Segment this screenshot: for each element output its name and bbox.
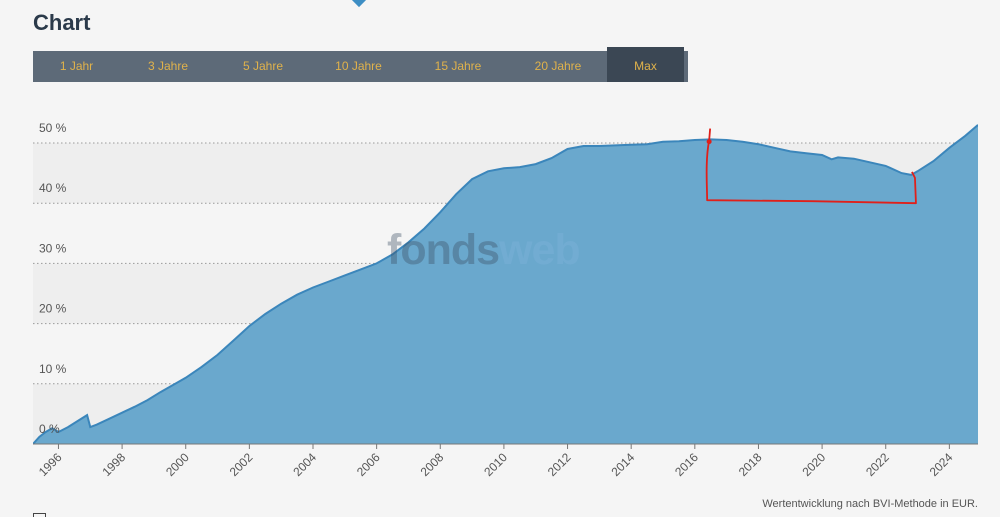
x-tick-label: 1998 xyxy=(99,450,128,479)
x-tick-label: 2024 xyxy=(927,450,956,479)
page-title: Chart xyxy=(33,10,91,35)
x-tick-label: 2020 xyxy=(799,450,828,479)
tab-5-jahre[interactable]: 5 Jahre xyxy=(242,59,284,73)
x-tick-label: 2022 xyxy=(863,450,892,479)
annotation-bracket xyxy=(705,128,917,205)
x-tick-label: 2006 xyxy=(354,450,383,479)
y-tick-label: 50 % xyxy=(39,121,67,135)
tab-max[interactable]: Max xyxy=(607,47,684,82)
y-tick-label: 20 % xyxy=(39,302,67,316)
range-tabs: 1 Jahr 3 Jahre 5 Jahre 10 Jahre 15 Jahre 20 J… xyxy=(33,47,688,82)
x-tick-label: 2016 xyxy=(672,450,701,479)
y-tick-label: 0 % xyxy=(39,422,60,436)
y-tick-label: 30 % xyxy=(39,241,67,255)
x-tick-label: 2004 xyxy=(290,450,319,479)
series-line xyxy=(33,124,978,445)
x-tick-label: 2002 xyxy=(227,450,256,479)
x-tick-label: 2014 xyxy=(609,450,638,479)
watermark-part1: fonds xyxy=(387,226,500,274)
checkbox-icon[interactable] xyxy=(33,513,46,517)
x-tick-label: 2012 xyxy=(545,450,574,479)
tab-15-jahre[interactable]: 15 Jahre xyxy=(434,59,482,73)
tab-10-jahre[interactable]: 10 Jahre xyxy=(335,59,382,73)
tab-20-jahre[interactable]: 20 Jahre xyxy=(534,59,582,73)
watermark-part2: web xyxy=(499,226,581,274)
x-tick-label: 2008 xyxy=(418,450,447,479)
watermark-logo: fondsweb xyxy=(387,226,581,275)
tab-3-jahre[interactable]: 3 Jahre xyxy=(147,59,189,73)
x-tick-label: 1996 xyxy=(36,450,65,479)
y-tick-label: 10 % xyxy=(39,362,67,376)
x-tick-label: 2018 xyxy=(736,450,765,479)
tab-1-jahr[interactable]: 1 Jahr xyxy=(59,59,94,73)
annotation-dot xyxy=(706,139,712,145)
x-tick-label: 2000 xyxy=(163,450,192,479)
y-tick-label: 40 % xyxy=(39,181,67,195)
chart-footnote: Wertentwicklung nach BVI-Methode in EUR. xyxy=(762,498,978,510)
x-tick-label: 2010 xyxy=(481,450,510,479)
series-area xyxy=(33,124,978,445)
